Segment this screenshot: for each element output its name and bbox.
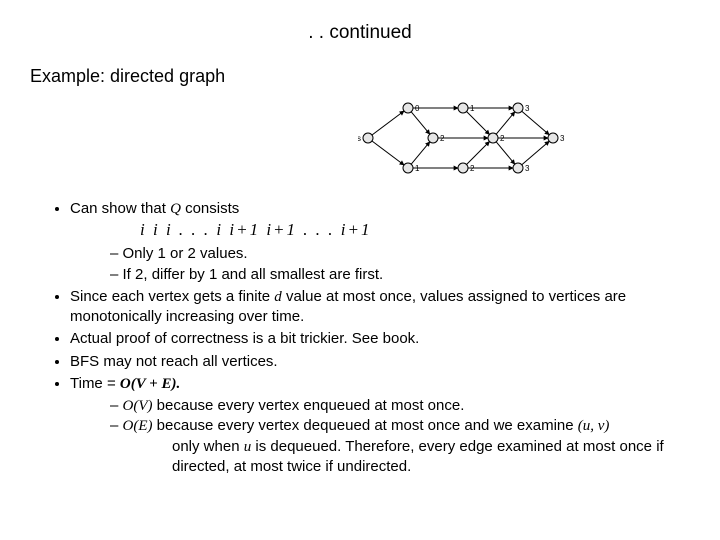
bullet-3: Actual proof of correctness is a bit tri… — [70, 329, 690, 349]
directed-graph-figure: 0 1 3 s 2 2 3 1 2 3 — [240, 98, 690, 189]
svg-text:3: 3 — [560, 134, 565, 143]
svg-text:s: s — [358, 134, 361, 143]
bullet-list: Can show that Q consists i i i . . . i i… — [30, 199, 690, 477]
svg-text:1: 1 — [470, 104, 475, 113]
svg-text:2: 2 — [500, 134, 505, 143]
svg-text:3: 3 — [525, 164, 530, 173]
example-label: Example: directed graph — [30, 64, 690, 88]
bullet-4: BFS may not reach all vertices. — [70, 352, 690, 372]
bullet-2: Since each vertex gets a finite d value … — [70, 287, 690, 328]
queue-sequence: i i i . . . i i+1 i+1 . . . i+1 — [140, 219, 690, 242]
bullet-5-sub-1: O(V) because every vertex enqueued at mo… — [110, 396, 690, 416]
svg-text:1: 1 — [415, 164, 420, 173]
bullet-5-sub-2: O(E) because every vertex dequeued at mo… — [110, 416, 690, 477]
svg-text:2: 2 — [470, 164, 475, 173]
bullet-1-sub-2: If 2, differ by 1 and all smallest are f… — [110, 265, 690, 285]
svg-text:0: 0 — [415, 104, 420, 113]
slide-title: . . continued — [30, 20, 690, 46]
svg-text:2: 2 — [440, 134, 445, 143]
bullet-5: Time = O(V + E). O(V) because every vert… — [70, 374, 690, 477]
bullet-1: Can show that Q consists i i i . . . i i… — [70, 199, 690, 285]
bullet-1-sub-1: Only 1 or 2 values. — [110, 244, 690, 264]
svg-text:3: 3 — [525, 104, 530, 113]
graph-svg: 0 1 3 s 2 2 3 1 2 3 — [358, 98, 573, 183]
